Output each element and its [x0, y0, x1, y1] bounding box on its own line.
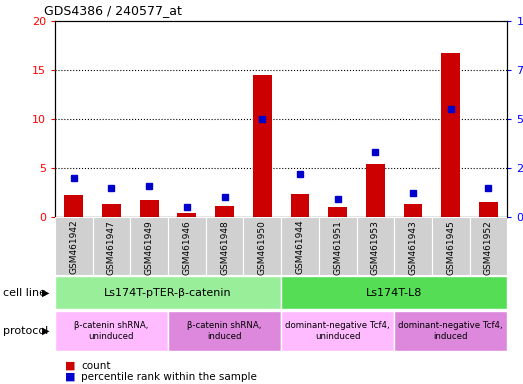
- Text: protocol: protocol: [3, 326, 48, 336]
- Bar: [130, 217, 168, 275]
- Bar: [55, 217, 93, 275]
- Bar: [243, 217, 281, 275]
- Bar: [55, 276, 281, 309]
- Text: ▶: ▶: [42, 326, 49, 336]
- Bar: [55, 311, 168, 351]
- Text: GSM461943: GSM461943: [408, 220, 417, 275]
- Bar: [281, 276, 507, 309]
- Bar: [479, 202, 498, 217]
- Bar: [432, 217, 470, 275]
- Bar: [319, 217, 357, 275]
- Bar: [93, 217, 130, 275]
- Text: cell line: cell line: [3, 288, 46, 298]
- Text: count: count: [81, 361, 110, 371]
- Bar: [168, 217, 206, 275]
- Text: GSM461950: GSM461950: [258, 220, 267, 275]
- Text: ▶: ▶: [42, 288, 49, 298]
- Text: dominant-negative Tcf4,
uninduced: dominant-negative Tcf4, uninduced: [286, 321, 390, 341]
- Bar: [394, 311, 507, 351]
- Bar: [470, 217, 507, 275]
- Bar: [328, 207, 347, 217]
- Text: percentile rank within the sample: percentile rank within the sample: [81, 372, 257, 382]
- Text: Ls174T-pTER-β-catenin: Ls174T-pTER-β-catenin: [104, 288, 232, 298]
- Bar: [281, 217, 319, 275]
- Text: GSM461952: GSM461952: [484, 220, 493, 275]
- Text: GSM461948: GSM461948: [220, 220, 229, 275]
- Text: ■: ■: [65, 361, 76, 371]
- Text: β-catenin shRNA,
uninduced: β-catenin shRNA, uninduced: [74, 321, 149, 341]
- Text: GSM461944: GSM461944: [295, 220, 304, 275]
- Text: GSM461946: GSM461946: [183, 220, 191, 275]
- Text: GSM461942: GSM461942: [69, 220, 78, 275]
- Bar: [64, 195, 83, 217]
- Bar: [394, 217, 432, 275]
- Bar: [102, 204, 121, 217]
- Text: dominant-negative Tcf4,
induced: dominant-negative Tcf4, induced: [399, 321, 503, 341]
- Bar: [357, 217, 394, 275]
- Text: GSM461951: GSM461951: [333, 220, 342, 275]
- Bar: [441, 53, 460, 217]
- Text: GSM461953: GSM461953: [371, 220, 380, 275]
- Text: GSM461947: GSM461947: [107, 220, 116, 275]
- Bar: [281, 311, 394, 351]
- Bar: [215, 206, 234, 217]
- Bar: [253, 75, 271, 217]
- Bar: [366, 164, 385, 217]
- Bar: [168, 311, 281, 351]
- Text: GSM461945: GSM461945: [446, 220, 455, 275]
- Text: ■: ■: [65, 372, 76, 382]
- Text: Ls174T-L8: Ls174T-L8: [366, 288, 423, 298]
- Bar: [206, 217, 243, 275]
- Text: GSM461949: GSM461949: [145, 220, 154, 275]
- Text: GDS4386 / 240577_at: GDS4386 / 240577_at: [44, 4, 183, 17]
- Bar: [140, 200, 158, 217]
- Text: β-catenin shRNA,
induced: β-catenin shRNA, induced: [187, 321, 262, 341]
- Bar: [404, 204, 423, 217]
- Bar: [291, 194, 310, 217]
- Bar: [177, 213, 196, 217]
